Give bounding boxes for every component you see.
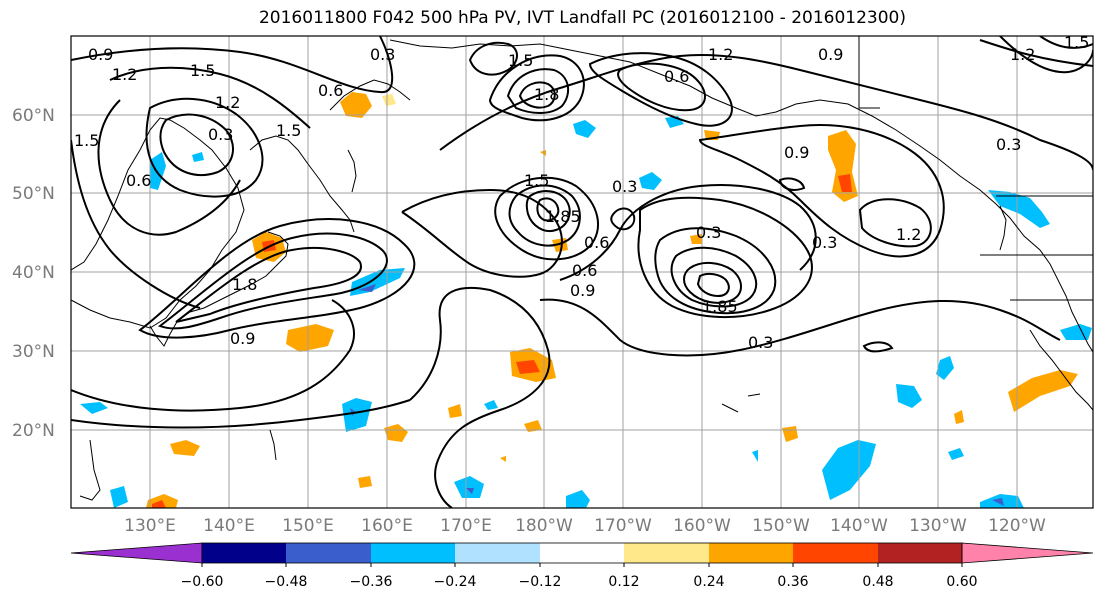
colorbar-segment xyxy=(286,543,371,563)
colorbar-segment xyxy=(202,543,286,563)
colorbar-segment xyxy=(624,543,709,563)
lat-label: 60°N xyxy=(12,106,55,126)
contour-label: 0.3 xyxy=(996,135,1021,154)
contour-label: 0.9 xyxy=(818,45,843,64)
contour-label: 1.5 xyxy=(508,51,533,70)
colorbar-tick-label: 0.36 xyxy=(777,574,808,590)
contour-label: 0.6 xyxy=(664,67,689,86)
contour-label: 0.9 xyxy=(230,329,255,348)
contour-label: 1.85 xyxy=(545,207,581,226)
contour-label: 1.2 xyxy=(1010,45,1035,64)
lat-label: 40°N xyxy=(12,263,55,283)
lon-label: 180°W xyxy=(515,516,573,536)
contour-label: 1.8 xyxy=(534,85,559,104)
contour-label: 1.5 xyxy=(74,131,99,150)
contour-label: 1.85 xyxy=(702,297,738,316)
colorbar-tick-label: 0.60 xyxy=(946,574,977,590)
contour-label: 0.6 xyxy=(126,171,151,190)
lon-label: 140°W xyxy=(830,516,888,536)
colorbar-tick-label: 0.48 xyxy=(862,574,893,590)
contour-label: 0.9 xyxy=(784,143,809,162)
contour-label: 0.6 xyxy=(318,81,343,100)
colorbar-segment xyxy=(878,543,962,563)
contour-label: 0.3 xyxy=(208,125,233,144)
lon-axis-labels: 130°E 140°E 150°E 160°E 170°E 180°W 170°… xyxy=(124,516,1046,536)
map-title: 2016011800 F042 500 hPa PV, IVT Landfall… xyxy=(258,8,906,28)
contour-label: 1.5 xyxy=(190,61,215,80)
contour-label: 0.3 xyxy=(812,233,837,252)
contour-label: 1.5 xyxy=(524,171,549,190)
lon-label: 160°E xyxy=(361,516,413,536)
lon-label: 150°W xyxy=(752,516,810,536)
contour-label: 0.9 xyxy=(570,281,595,300)
lon-label: 150°E xyxy=(282,516,334,536)
colorbar xyxy=(70,542,1094,567)
colorbar-frame xyxy=(201,542,963,564)
colorbar-tick-label: −0.48 xyxy=(265,574,308,590)
map-frame xyxy=(70,35,1094,509)
colorbar-tick-label: −0.12 xyxy=(519,574,562,590)
contour-label: 1.2 xyxy=(896,225,921,244)
contour-label: 0.6 xyxy=(572,261,597,280)
lat-label: 30°N xyxy=(12,342,55,362)
lon-label: 160°W xyxy=(673,516,731,536)
lon-label: 170°E xyxy=(440,516,492,536)
contour-label: 0.3 xyxy=(696,223,721,242)
pv-contours xyxy=(71,36,1093,508)
colorbar-tick-label: −0.36 xyxy=(350,574,393,590)
contour-label: 0.6 xyxy=(584,233,609,252)
lat-label: 20°N xyxy=(12,421,55,441)
lon-label: 120°W xyxy=(988,516,1046,536)
contour-label: 1.2 xyxy=(708,45,733,64)
colorbar-tick-label: 0.24 xyxy=(693,574,724,590)
contour-label: 1.8 xyxy=(232,275,257,294)
colorbar-tick-label: 0.12 xyxy=(608,574,639,590)
colorbar-segment xyxy=(793,543,878,563)
colorbar-tick-label: −0.24 xyxy=(434,574,477,590)
contour-label: 1.2 xyxy=(215,93,240,112)
lon-label: 130°W xyxy=(909,516,967,536)
contour-label: 0.3 xyxy=(748,333,773,352)
contour-label: 0.3 xyxy=(370,45,395,64)
contour-label: 1.2 xyxy=(112,65,137,84)
colorbar-tick-labels: −0.60 −0.48 −0.36 −0.24 −0.12 0.12 0.24 … xyxy=(181,574,978,590)
contour-label: 0.9 xyxy=(88,45,113,64)
contour-label: 1.5 xyxy=(276,121,301,140)
contour-label: 1.5 xyxy=(1064,33,1089,52)
colorbar-segment xyxy=(455,543,540,563)
lat-label: 50°N xyxy=(12,184,55,204)
colorbar-tick-label: −0.60 xyxy=(181,574,224,590)
contour-labels: 0.9 1.2 1.5 0.3 1.2 1.5 1.5 0.6 0.3 0.6 … xyxy=(74,33,1089,352)
contour-label: 0.3 xyxy=(612,177,637,196)
shading-patches xyxy=(80,92,1092,508)
coastlines xyxy=(71,36,1093,501)
lon-label: 130°E xyxy=(124,516,176,536)
colorbar-extension-low xyxy=(70,542,203,564)
lon-label: 140°E xyxy=(203,516,255,536)
colorbar-segment xyxy=(709,543,793,563)
lat-axis-labels: 60°N 50°N 40°N 30°N 20°N xyxy=(12,106,55,441)
colorbar-segment xyxy=(540,543,624,563)
colorbar-segment xyxy=(371,543,455,563)
colorbar-extension-high xyxy=(961,542,1094,564)
lon-label: 170°W xyxy=(594,516,652,536)
